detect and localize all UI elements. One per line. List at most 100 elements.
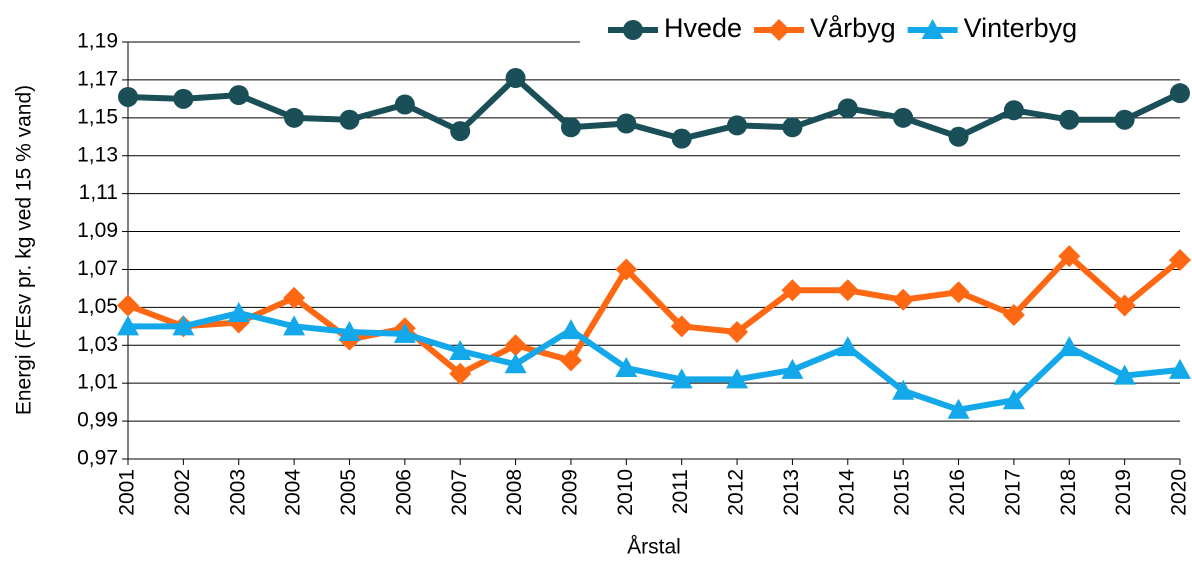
point	[339, 109, 360, 130]
point	[1059, 109, 1080, 130]
x-tick-label: 2016	[946, 469, 969, 516]
point	[921, 19, 944, 39]
legend-label: Hvede	[664, 13, 742, 43]
point	[781, 279, 804, 302]
x-tick-label: 2020	[1168, 469, 1191, 516]
x-tick-label: 2007	[448, 469, 471, 516]
x-tick-label: 2009	[558, 469, 581, 516]
point	[283, 286, 306, 309]
y-tick-label: 1,11	[79, 181, 118, 204]
y-tick-label: 1,09	[77, 219, 118, 242]
point	[1114, 109, 1135, 130]
point	[893, 107, 914, 128]
x-tick-label: 2003	[226, 469, 249, 516]
point	[449, 362, 472, 385]
x-tick-label: 2013	[780, 469, 803, 516]
y-tick-label: 1,03	[77, 333, 118, 356]
point	[836, 336, 859, 357]
x-tick-label: 2019	[1112, 469, 1135, 516]
x-tick-label: 2015	[891, 469, 914, 516]
point	[1169, 248, 1191, 271]
x-tick-label: 2006	[392, 469, 415, 516]
point	[227, 302, 250, 323]
y-tick-label: 0,97	[77, 447, 118, 470]
x-tick-label: 2004	[282, 469, 305, 516]
series-line	[128, 310, 1181, 413]
point	[670, 315, 693, 338]
point	[450, 121, 471, 142]
legend: Hvede Vårbyg Vinterbyg	[580, 8, 1186, 48]
point	[505, 68, 526, 89]
point	[449, 339, 472, 360]
y-tick-label: 0,99	[77, 409, 118, 432]
series-line	[126, 253, 1182, 377]
point	[394, 94, 415, 115]
point	[1058, 245, 1081, 268]
point	[623, 20, 643, 40]
point	[504, 334, 527, 357]
x-tick-label: 2008	[503, 469, 526, 516]
point	[671, 128, 692, 149]
x-tick-label: 2018	[1057, 469, 1080, 516]
point	[1170, 83, 1190, 104]
point	[172, 315, 195, 336]
y-tick-label: 1,19	[77, 30, 118, 53]
point	[1113, 294, 1136, 317]
point	[117, 315, 139, 336]
y-tick-label: 1,17	[77, 67, 118, 90]
point	[892, 288, 915, 311]
point	[283, 315, 306, 336]
y-tick-label: 1,05	[77, 295, 118, 318]
x-tick-label: 2005	[337, 469, 360, 516]
point	[338, 321, 361, 342]
point	[615, 258, 638, 281]
x-tick-label: 2010	[614, 469, 637, 516]
x-tick-label: 2014	[835, 469, 858, 516]
y-axis-label: Energi (FEsv pr. kg ved 15 % vand)	[13, 85, 36, 415]
point	[1002, 303, 1025, 326]
point	[836, 279, 859, 302]
legend-label: Vårbyg	[810, 13, 896, 43]
point	[781, 358, 804, 379]
y-tick-label: 1,15	[77, 105, 118, 128]
point	[615, 357, 638, 378]
point	[726, 368, 749, 389]
point	[892, 379, 915, 400]
x-tick-label: 2017	[1001, 469, 1024, 516]
point	[393, 322, 416, 343]
point	[560, 117, 581, 138]
point	[1113, 364, 1136, 385]
point	[117, 294, 139, 317]
point	[284, 107, 305, 128]
legend-label: Vinterbyg	[964, 13, 1078, 43]
point	[947, 398, 970, 419]
point	[559, 319, 582, 340]
point	[768, 19, 791, 41]
point	[173, 88, 194, 109]
point	[559, 349, 582, 372]
x-tick-label: 2012	[725, 469, 748, 516]
point	[948, 126, 969, 147]
point	[1169, 358, 1191, 379]
y-tick-label: 1,01	[77, 371, 118, 394]
y-tick-label: 1,13	[77, 143, 118, 166]
y-tick-label: 1,07	[77, 257, 118, 280]
point	[1058, 336, 1081, 357]
point	[670, 368, 693, 389]
x-tick-label: 2001	[116, 469, 139, 516]
x-tick-label: 2011	[669, 469, 692, 514]
point	[727, 115, 748, 136]
x-axis-label: Årstal	[627, 536, 681, 559]
x-tick-label: 2002	[171, 469, 194, 516]
point	[837, 98, 858, 119]
point	[1002, 389, 1025, 410]
legend-background	[580, 8, 1186, 48]
point	[947, 281, 970, 304]
point	[726, 321, 749, 344]
point	[118, 86, 138, 107]
point	[616, 113, 637, 134]
point	[782, 117, 803, 138]
point	[1003, 100, 1024, 121]
point	[228, 85, 249, 106]
